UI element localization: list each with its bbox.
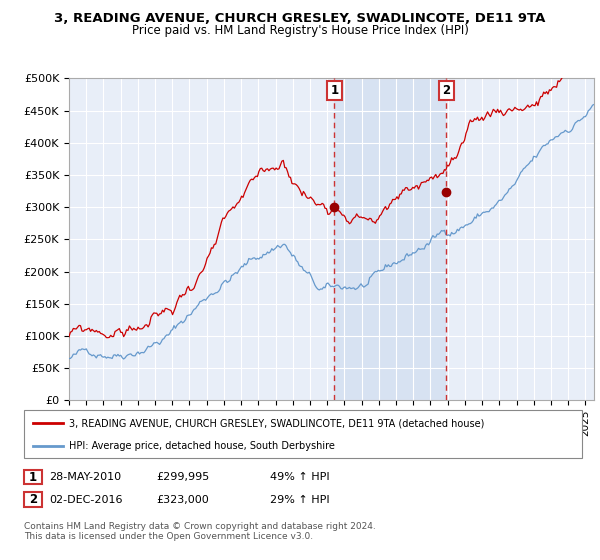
Text: 28-MAY-2010: 28-MAY-2010: [49, 472, 121, 482]
Bar: [334, 78, 446, 400]
Text: 3, READING AVENUE, CHURCH GRESLEY, SWADLINCOTE, DE11 9TA (detached house): 3, READING AVENUE, CHURCH GRESLEY, SWADL…: [69, 418, 484, 428]
Text: £299,995: £299,995: [156, 472, 209, 482]
Text: 3, READING AVENUE, CHURCH GRESLEY, SWADLINCOTE, DE11 9TA: 3, READING AVENUE, CHURCH GRESLEY, SWADL…: [55, 12, 545, 25]
Text: £323,000: £323,000: [156, 494, 209, 505]
Text: 02-DEC-2016: 02-DEC-2016: [49, 494, 123, 505]
Text: 2: 2: [29, 493, 37, 506]
Text: 49% ↑ HPI: 49% ↑ HPI: [270, 472, 329, 482]
Text: HPI: Average price, detached house, South Derbyshire: HPI: Average price, detached house, Sout…: [69, 441, 335, 451]
Text: Price paid vs. HM Land Registry's House Price Index (HPI): Price paid vs. HM Land Registry's House …: [131, 24, 469, 36]
Text: 2: 2: [442, 84, 451, 97]
Text: Contains HM Land Registry data © Crown copyright and database right 2024.
This d: Contains HM Land Registry data © Crown c…: [24, 522, 376, 542]
Text: 1: 1: [330, 84, 338, 97]
Text: 29% ↑ HPI: 29% ↑ HPI: [270, 494, 329, 505]
Text: 1: 1: [29, 470, 37, 484]
